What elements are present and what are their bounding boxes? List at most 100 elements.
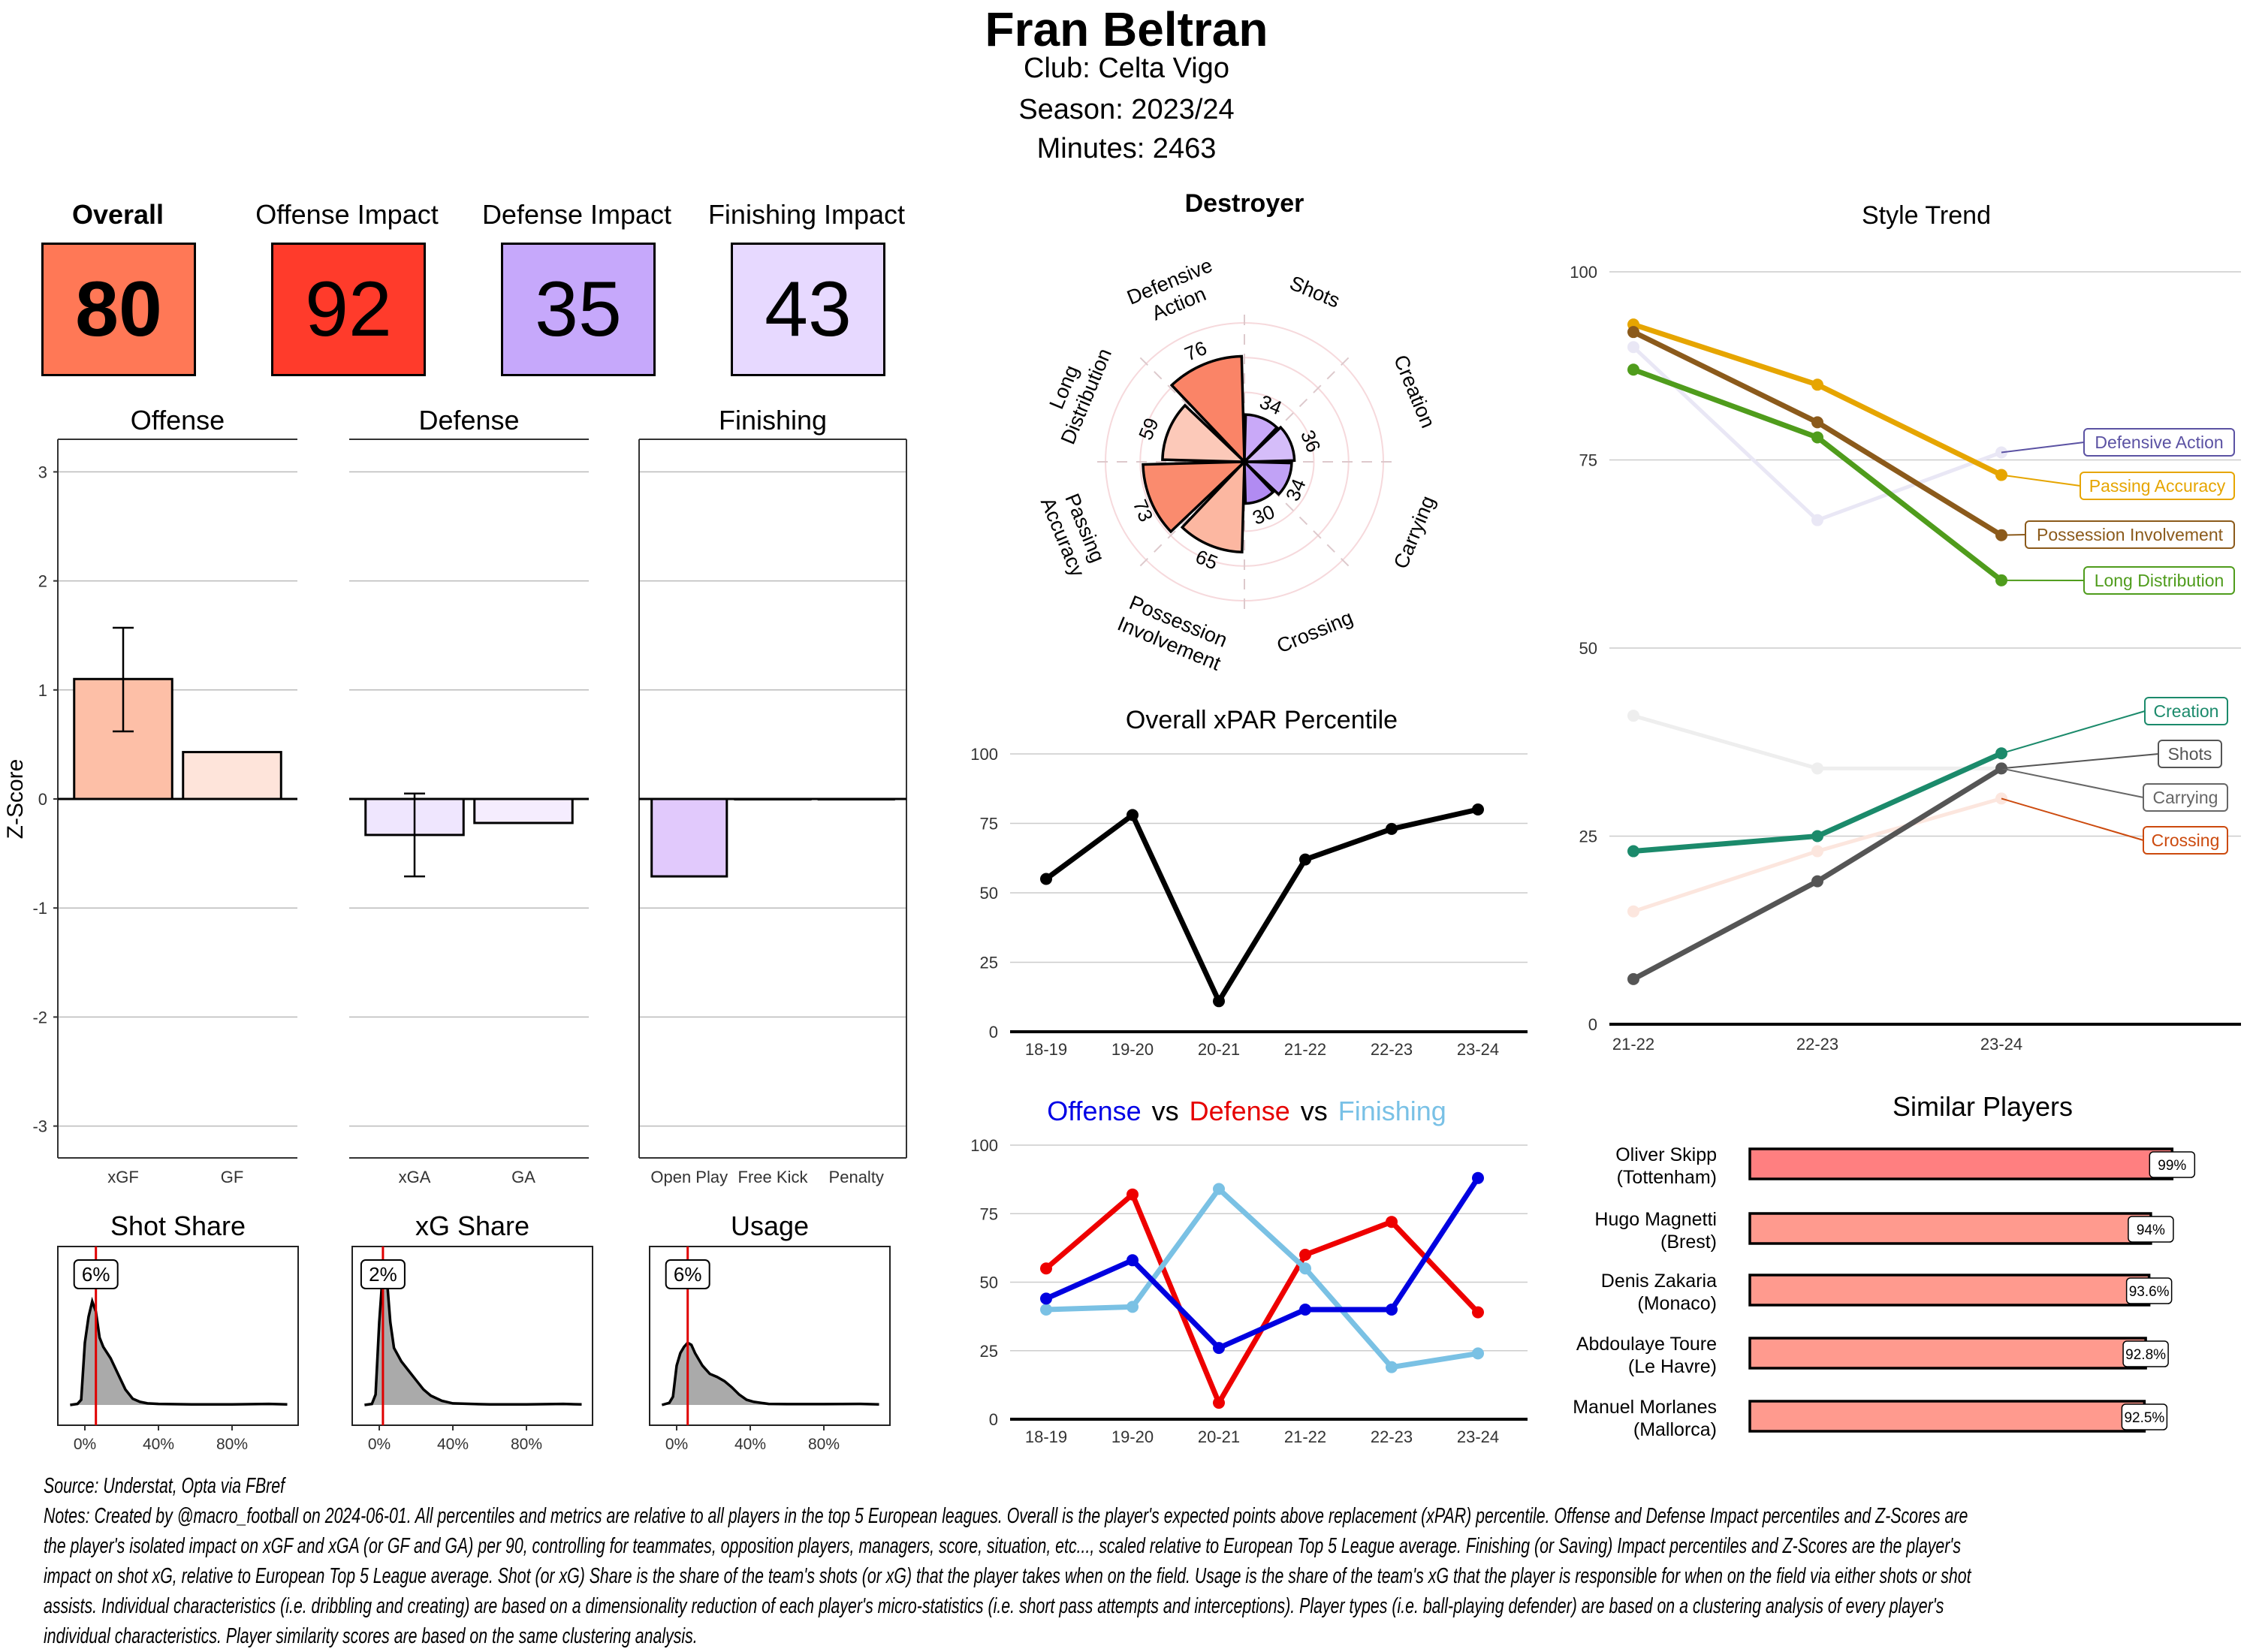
value-label-box <box>665 1259 710 1289</box>
label-connector <box>2001 710 2146 755</box>
density-area <box>662 1343 879 1405</box>
data-point <box>1627 341 1639 354</box>
similarity-bar <box>1748 1212 2152 1245</box>
x-tick-label: 21-22 <box>1612 1035 1654 1054</box>
y-tick-label: 0 <box>989 1023 998 1042</box>
similarity-bar <box>1748 1337 2147 1370</box>
x-tick-label: 23-24 <box>1980 1035 2022 1054</box>
offense-impact-box: 92 <box>271 243 426 376</box>
y-tick-label: 25 <box>980 954 998 972</box>
y-tick-label: -1 <box>32 899 47 918</box>
polar-wedge <box>1243 413 1279 466</box>
label-connector <box>2001 442 2085 454</box>
series-line <box>1045 1176 1480 1351</box>
panel-title: Finishing <box>719 405 827 436</box>
polar-value-label: 76 <box>1181 336 1210 366</box>
density-curve <box>661 1340 879 1406</box>
player-club: (Le Havre) <box>1628 1356 1717 1377</box>
series-label-box <box>2083 566 2235 595</box>
x-tick-label: 20-21 <box>1198 1427 1240 1446</box>
similarity-label: 92.5% <box>2124 1410 2164 1426</box>
offense-impact-label: Offense Impact <box>255 199 439 230</box>
similarity-label-box <box>2128 1216 2174 1243</box>
data-point <box>1386 1361 1398 1373</box>
player-name: Oliver Skipp <box>1615 1144 1717 1165</box>
series-label-box <box>2080 472 2235 500</box>
data-point <box>1213 1397 1225 1409</box>
style-trend-title: Style Trend <box>1862 201 1991 230</box>
zscore-bar <box>473 797 574 824</box>
zscore-bar <box>182 751 282 800</box>
data-point <box>1126 809 1139 821</box>
y-tick-label: -3 <box>32 1117 47 1136</box>
y-tick-label: 75 <box>980 815 998 834</box>
data-point <box>1126 1188 1139 1201</box>
x-tick-label: Penalty <box>829 1168 884 1186</box>
series-label-box <box>2158 740 2222 768</box>
similarity-label: 93.6% <box>2129 1284 2170 1300</box>
notes-line: impact on shot xG, relative to European … <box>44 1564 1971 1588</box>
series-label-box <box>2143 783 2228 812</box>
polar-ring <box>1174 391 1315 532</box>
similarity-label-box <box>2121 1403 2168 1430</box>
similar-players-title: Similar Players <box>1893 1091 2073 1122</box>
similarity-label-box <box>2125 1277 2173 1304</box>
data-point <box>1299 1304 1311 1316</box>
finishing-impact-label: Finishing Impact <box>707 199 906 230</box>
similarity-label-box <box>2122 1340 2169 1367</box>
data-point <box>1627 905 1639 918</box>
data-point <box>1627 845 1639 858</box>
x-tick-label: 19-20 <box>1111 1040 1154 1059</box>
polar-label-line: Shots <box>1286 272 1343 312</box>
x-tick-label: xGA <box>399 1168 431 1186</box>
season-label: Season: 2023/24 <box>1018 94 1235 125</box>
overall-label: Overall <box>71 199 164 230</box>
data-point <box>1811 830 1823 843</box>
y-tick-label: 0 <box>989 1410 998 1429</box>
x-tick-label: 22-23 <box>1371 1040 1413 1059</box>
polar-category-label: PossessionInvolvement <box>1114 590 1234 675</box>
data-point <box>1472 1171 1484 1184</box>
player-club: (Monaco) <box>1637 1293 1717 1314</box>
similarity-bar <box>1748 1274 2151 1307</box>
value-label: 6% <box>82 1263 110 1286</box>
label-connector <box>2001 797 2144 841</box>
label-connector <box>2001 753 2159 770</box>
club-label: Club: Celta Vigo <box>1024 53 1229 84</box>
series-label: Passing Accuracy <box>2089 476 2226 496</box>
value-label: 2% <box>369 1263 397 1286</box>
x-tick-label: 23-24 <box>1457 1427 1499 1446</box>
player-club: (Mallorca) <box>1633 1419 1717 1440</box>
x-tick-label: 23-24 <box>1457 1040 1499 1059</box>
density-area <box>70 1301 288 1405</box>
y-tick-label: 0 <box>38 790 47 809</box>
data-point <box>1472 1306 1484 1319</box>
data-point <box>1811 431 1823 444</box>
player-name: Denis Zakaria <box>1601 1271 1717 1292</box>
label-connector <box>2001 767 2144 798</box>
x-tick-label: 20-21 <box>1198 1040 1240 1059</box>
similarity-bar <box>1748 1400 2146 1433</box>
x-tick-label: GF <box>221 1168 244 1186</box>
title-part: Defense <box>1190 1096 1290 1126</box>
y-tick-label: 25 <box>1579 828 1597 846</box>
notes-line: assists. Individual characteristics (i.e… <box>44 1594 1944 1618</box>
data-point <box>1811 762 1823 775</box>
data-point <box>1126 1301 1139 1313</box>
similarity-label: 92.8% <box>2125 1347 2166 1363</box>
odf-title: Offense vs Defense vs Finishing <box>1047 1096 1446 1126</box>
title-part: vs <box>1301 1096 1328 1126</box>
dashboard-charts: Z-Score Offense 3 2 1 0 -1 -2 -3 xGF GF Defense xGA G… <box>3 189 2241 1453</box>
label-connector <box>2001 474 2081 487</box>
notes-line: Notes: Created by @macro_football on 202… <box>44 1504 1968 1528</box>
polar-value-label: 36 <box>1296 427 1326 455</box>
similarity-label-box <box>2149 1151 2196 1178</box>
player-name: Hugo Magnetti <box>1594 1209 1717 1230</box>
finishing-impact-box: 43 <box>731 243 885 376</box>
density-panel-frame <box>649 1246 891 1426</box>
polar-value-label: 59 <box>1134 415 1163 443</box>
x-tick-label: 18-19 <box>1025 1427 1067 1446</box>
notes-line: the player's isolated impact on xGF and … <box>44 1534 1962 1558</box>
density-panel-frame <box>351 1246 593 1426</box>
series-label: Defensive Action <box>2095 433 2223 452</box>
